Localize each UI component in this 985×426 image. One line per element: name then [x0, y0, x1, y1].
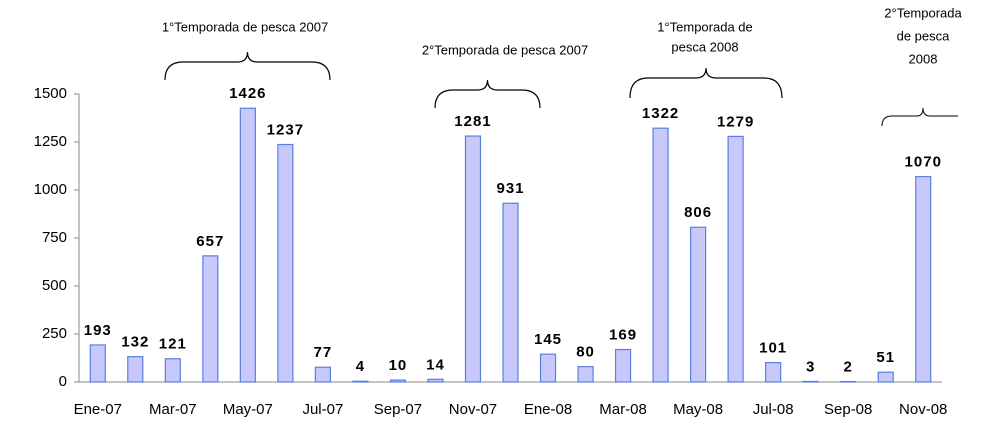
bar: [202, 255, 219, 383]
x-tick-label: Ene-07: [74, 401, 122, 418]
data-label: 1070: [905, 154, 942, 171]
bar: [239, 107, 256, 383]
bar: [164, 358, 181, 383]
bar: [389, 379, 407, 383]
data-label: 10: [389, 357, 408, 374]
annotation: 2°Temporada de pesca 2007: [422, 42, 588, 57]
data-label: 132: [121, 334, 149, 351]
y-tick-label: 1000: [34, 181, 67, 198]
annotation: pesca 2008: [671, 39, 738, 54]
data-label: 51: [876, 349, 895, 366]
bar: [690, 226, 707, 383]
y-tick-label: 1250: [34, 133, 67, 150]
y-tick-label: 500: [42, 277, 67, 294]
data-label: 3: [806, 358, 815, 375]
brace: [629, 67, 783, 99]
data-label: 1281: [454, 113, 491, 130]
annotation: 1°Temporada de: [657, 19, 753, 34]
data-label: 193: [84, 322, 112, 339]
bar: [89, 344, 106, 383]
data-label: 121: [159, 336, 187, 353]
bar: [127, 356, 144, 383]
data-label: 1426: [229, 85, 266, 102]
x-tick-label: Ene-08: [524, 401, 572, 418]
bar: [877, 371, 894, 383]
annotation: 2008: [909, 51, 938, 66]
data-label: 1322: [642, 105, 679, 122]
y-tick-label: 250: [42, 325, 67, 342]
y-tick-label: 750: [42, 229, 67, 246]
annotation: 2°Temporada: [884, 5, 962, 20]
brace: [164, 51, 331, 81]
x-tick-label: Sep-07: [374, 401, 422, 418]
data-label: 77: [314, 344, 333, 361]
bar: [464, 135, 482, 383]
bar: [502, 202, 519, 383]
data-label: 4: [356, 358, 365, 375]
data-label: 169: [609, 327, 637, 344]
data-label: 806: [684, 204, 712, 221]
bar: [539, 353, 557, 383]
bar: [652, 127, 669, 383]
y-tick-label: 0: [59, 373, 67, 390]
bar: [802, 380, 819, 383]
data-label: 101: [759, 340, 787, 357]
bar: [277, 143, 294, 383]
bar: [427, 378, 444, 383]
brace: [881, 107, 958, 127]
annotation: 1°Temporada de pesca 2007: [162, 19, 328, 34]
x-tick-label: May-08: [673, 401, 723, 418]
data-label: 145: [534, 331, 562, 348]
x-tick-label: Mar-07: [149, 401, 197, 418]
brace: [434, 79, 541, 109]
data-label: 657: [196, 233, 224, 250]
bar: [352, 380, 369, 383]
data-label: 1237: [267, 121, 304, 138]
bar: [314, 366, 331, 383]
x-tick-label: Jul-08: [753, 401, 794, 418]
x-tick-label: Mar-08: [599, 401, 647, 418]
data-label: 2: [844, 359, 853, 376]
bar: [614, 348, 632, 383]
x-tick-label: May-07: [223, 401, 273, 418]
x-tick-label: Nov-08: [899, 401, 947, 418]
bar: [915, 175, 932, 383]
bar: [727, 135, 744, 383]
data-label: 80: [576, 344, 595, 361]
bar: [765, 362, 782, 383]
x-tick-label: Jul-07: [302, 401, 343, 418]
bar: [577, 366, 594, 383]
data-label: 14: [426, 356, 445, 373]
annotation: de pesca: [897, 28, 951, 43]
data-label: 931: [496, 180, 524, 197]
x-tick-label: Nov-07: [449, 401, 497, 418]
y-tick-label: 1500: [34, 85, 67, 102]
x-tick-label: Sep-08: [824, 401, 872, 418]
data-label: 1279: [717, 113, 754, 130]
